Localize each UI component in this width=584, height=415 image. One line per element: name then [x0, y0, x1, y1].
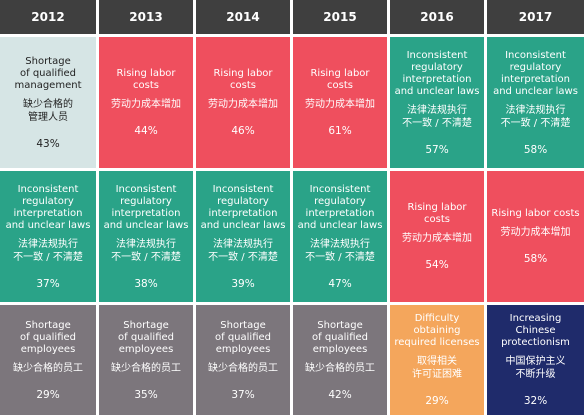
challenge-percentage: 47% [328, 277, 352, 290]
challenge-label-zh: 中国保护主义 不断升级 [505, 356, 566, 380]
challenge-label-en: Inconsistent regulatory interpretation a… [297, 183, 383, 231]
challenge-percentage: 57% [425, 143, 449, 156]
challenge-label-zh: 劳动力成本增加 [305, 99, 375, 110]
cell-2014-rank-3: Shortage of qualified employees 缺少合格的员工 37… [196, 305, 290, 415]
year-header-2016: 2016 [390, 0, 484, 34]
challenge-label-zh: 取得相关 许可证困难 [412, 356, 462, 380]
challenge-percentage: 38% [134, 277, 158, 290]
challenge-label-en: Shortage of qualified employees [312, 319, 368, 355]
cell-2015-rank-1: Rising labor costs 劳动力成本增加 61% [293, 37, 387, 168]
challenge-percentage: 29% [36, 388, 60, 401]
cell-2016-rank-1: Inconsistent regulatory interpretation a… [390, 37, 484, 168]
challenge-label-en: Inconsistent regulatory interpretation a… [5, 183, 91, 231]
challenge-percentage: 29% [425, 395, 449, 407]
cell-2012-rank-1: Shortage of qualified management 缺少合格的 管理… [0, 37, 96, 168]
cell-2013-rank-3: Shortage of qualified employees 缺少合格的员工 35… [99, 305, 193, 415]
challenge-label-zh: 劳动力成本增加 [208, 99, 278, 110]
cell-2017-rank-3: Increasing Chinese protectionism 中国保护主义 不… [487, 305, 584, 415]
challenge-percentage: 39% [231, 277, 255, 290]
year-header-2012: 2012 [0, 0, 96, 34]
challenge-percentage: 37% [36, 277, 60, 290]
challenge-label-zh: 劳动力成本增加 [500, 227, 571, 238]
cell-2013-rank-1: Rising labor costs 劳动力成本增加 44% [99, 37, 193, 168]
cell-2012-rank-3: Shortage of qualified employees 缺少合格的员工 29… [0, 305, 96, 415]
cell-2015-rank-2: Inconsistent regulatory interpretation a… [293, 171, 387, 302]
cell-2015-rank-3: Shortage of qualified employees 缺少合格的员工 42… [293, 305, 387, 415]
challenge-label-zh: 缺少合格的员工 [111, 362, 181, 374]
challenge-label-zh: 法律法规执行 不一致 / 不清楚 [111, 238, 181, 263]
challenge-percentage: 37% [231, 388, 255, 401]
challenge-label-en: Difficulty obtaining required licenses [394, 313, 480, 348]
challenge-percentage: 32% [523, 395, 548, 407]
challenge-label-zh: 法律法规执行 不一致 / 不清楚 [13, 238, 83, 263]
year-header-2015: 2015 [293, 0, 387, 34]
challenge-percentage: 44% [134, 125, 158, 137]
challenge-label-zh: 法律法规执行 不一致 / 不清楚 [402, 104, 472, 129]
year-header-2017: 2017 [487, 0, 584, 34]
challenge-label-en: Shortage of qualified management [14, 55, 82, 91]
challenge-label-zh: 缺少合格的 管理人员 [23, 98, 73, 123]
challenge-percentage: 58% [523, 143, 548, 156]
challenge-label-zh: 缺少合格的员工 [305, 362, 375, 374]
challenge-label-zh: 劳动力成本增加 [111, 99, 181, 110]
challenge-label-en: Rising labor costs [407, 202, 467, 225]
challenge-label-en: Increasing Chinese protectionism [501, 313, 570, 348]
challenge-label-en: Rising labor costs [310, 68, 370, 91]
year-header-2013: 2013 [99, 0, 193, 34]
challenge-label-en: Inconsistent regulatory interpretation a… [394, 49, 480, 97]
cell-2016-rank-3: Difficulty obtaining required licenses 取得… [390, 305, 484, 415]
challenge-label-en: Rising labor costs [116, 68, 176, 91]
challenge-percentage: 46% [231, 125, 255, 137]
challenge-label-en: Shortage of qualified employees [20, 319, 76, 355]
challenge-label-en: Inconsistent regulatory interpretation a… [200, 183, 286, 231]
challenge-percentage: 42% [328, 388, 352, 401]
year-header-2014: 2014 [196, 0, 290, 34]
challenge-label-zh: 劳动力成本增加 [402, 233, 472, 244]
challenge-label-zh: 法律法规执行 不一致 / 不清楚 [500, 104, 571, 129]
challenge-percentage: 35% [134, 388, 158, 401]
cell-2014-rank-1: Rising labor costs 劳动力成本增加 46% [196, 37, 290, 168]
cell-2013-rank-2: Inconsistent regulatory interpretation a… [99, 171, 193, 302]
challenge-label-en: Rising labor costs [491, 208, 580, 219]
challenge-percentage: 54% [425, 259, 449, 271]
challenge-label-zh: 法律法规执行 不一致 / 不清楚 [208, 238, 278, 263]
challenge-label-en: Shortage of qualified employees [215, 319, 271, 355]
challenge-label-en: Rising labor costs [213, 68, 273, 91]
cell-2014-rank-2: Inconsistent regulatory interpretation a… [196, 171, 290, 302]
challenge-label-zh: 法律法规执行 不一致 / 不清楚 [305, 238, 375, 263]
challenge-percentage: 43% [36, 137, 60, 150]
challenge-percentage: 58% [523, 253, 548, 265]
challenge-label-zh: 缺少合格的员工 [13, 362, 83, 374]
cell-2012-rank-2: Inconsistent regulatory interpretation a… [0, 171, 96, 302]
challenge-percentage: 61% [328, 125, 352, 137]
cell-2017-rank-2: Rising labor costs 劳动力成本增加 58% [487, 171, 584, 302]
challenge-label-en: Inconsistent regulatory interpretation a… [103, 183, 189, 231]
cell-2017-rank-1: Inconsistent regulatory interpretation a… [487, 37, 584, 168]
challenge-label-en: Shortage of qualified employees [118, 319, 174, 355]
challenge-label-zh: 缺少合格的员工 [208, 362, 278, 374]
challenge-label-en: Inconsistent regulatory interpretation a… [493, 49, 578, 97]
cell-2016-rank-2: Rising labor costs 劳动力成本增加 54% [390, 171, 484, 302]
